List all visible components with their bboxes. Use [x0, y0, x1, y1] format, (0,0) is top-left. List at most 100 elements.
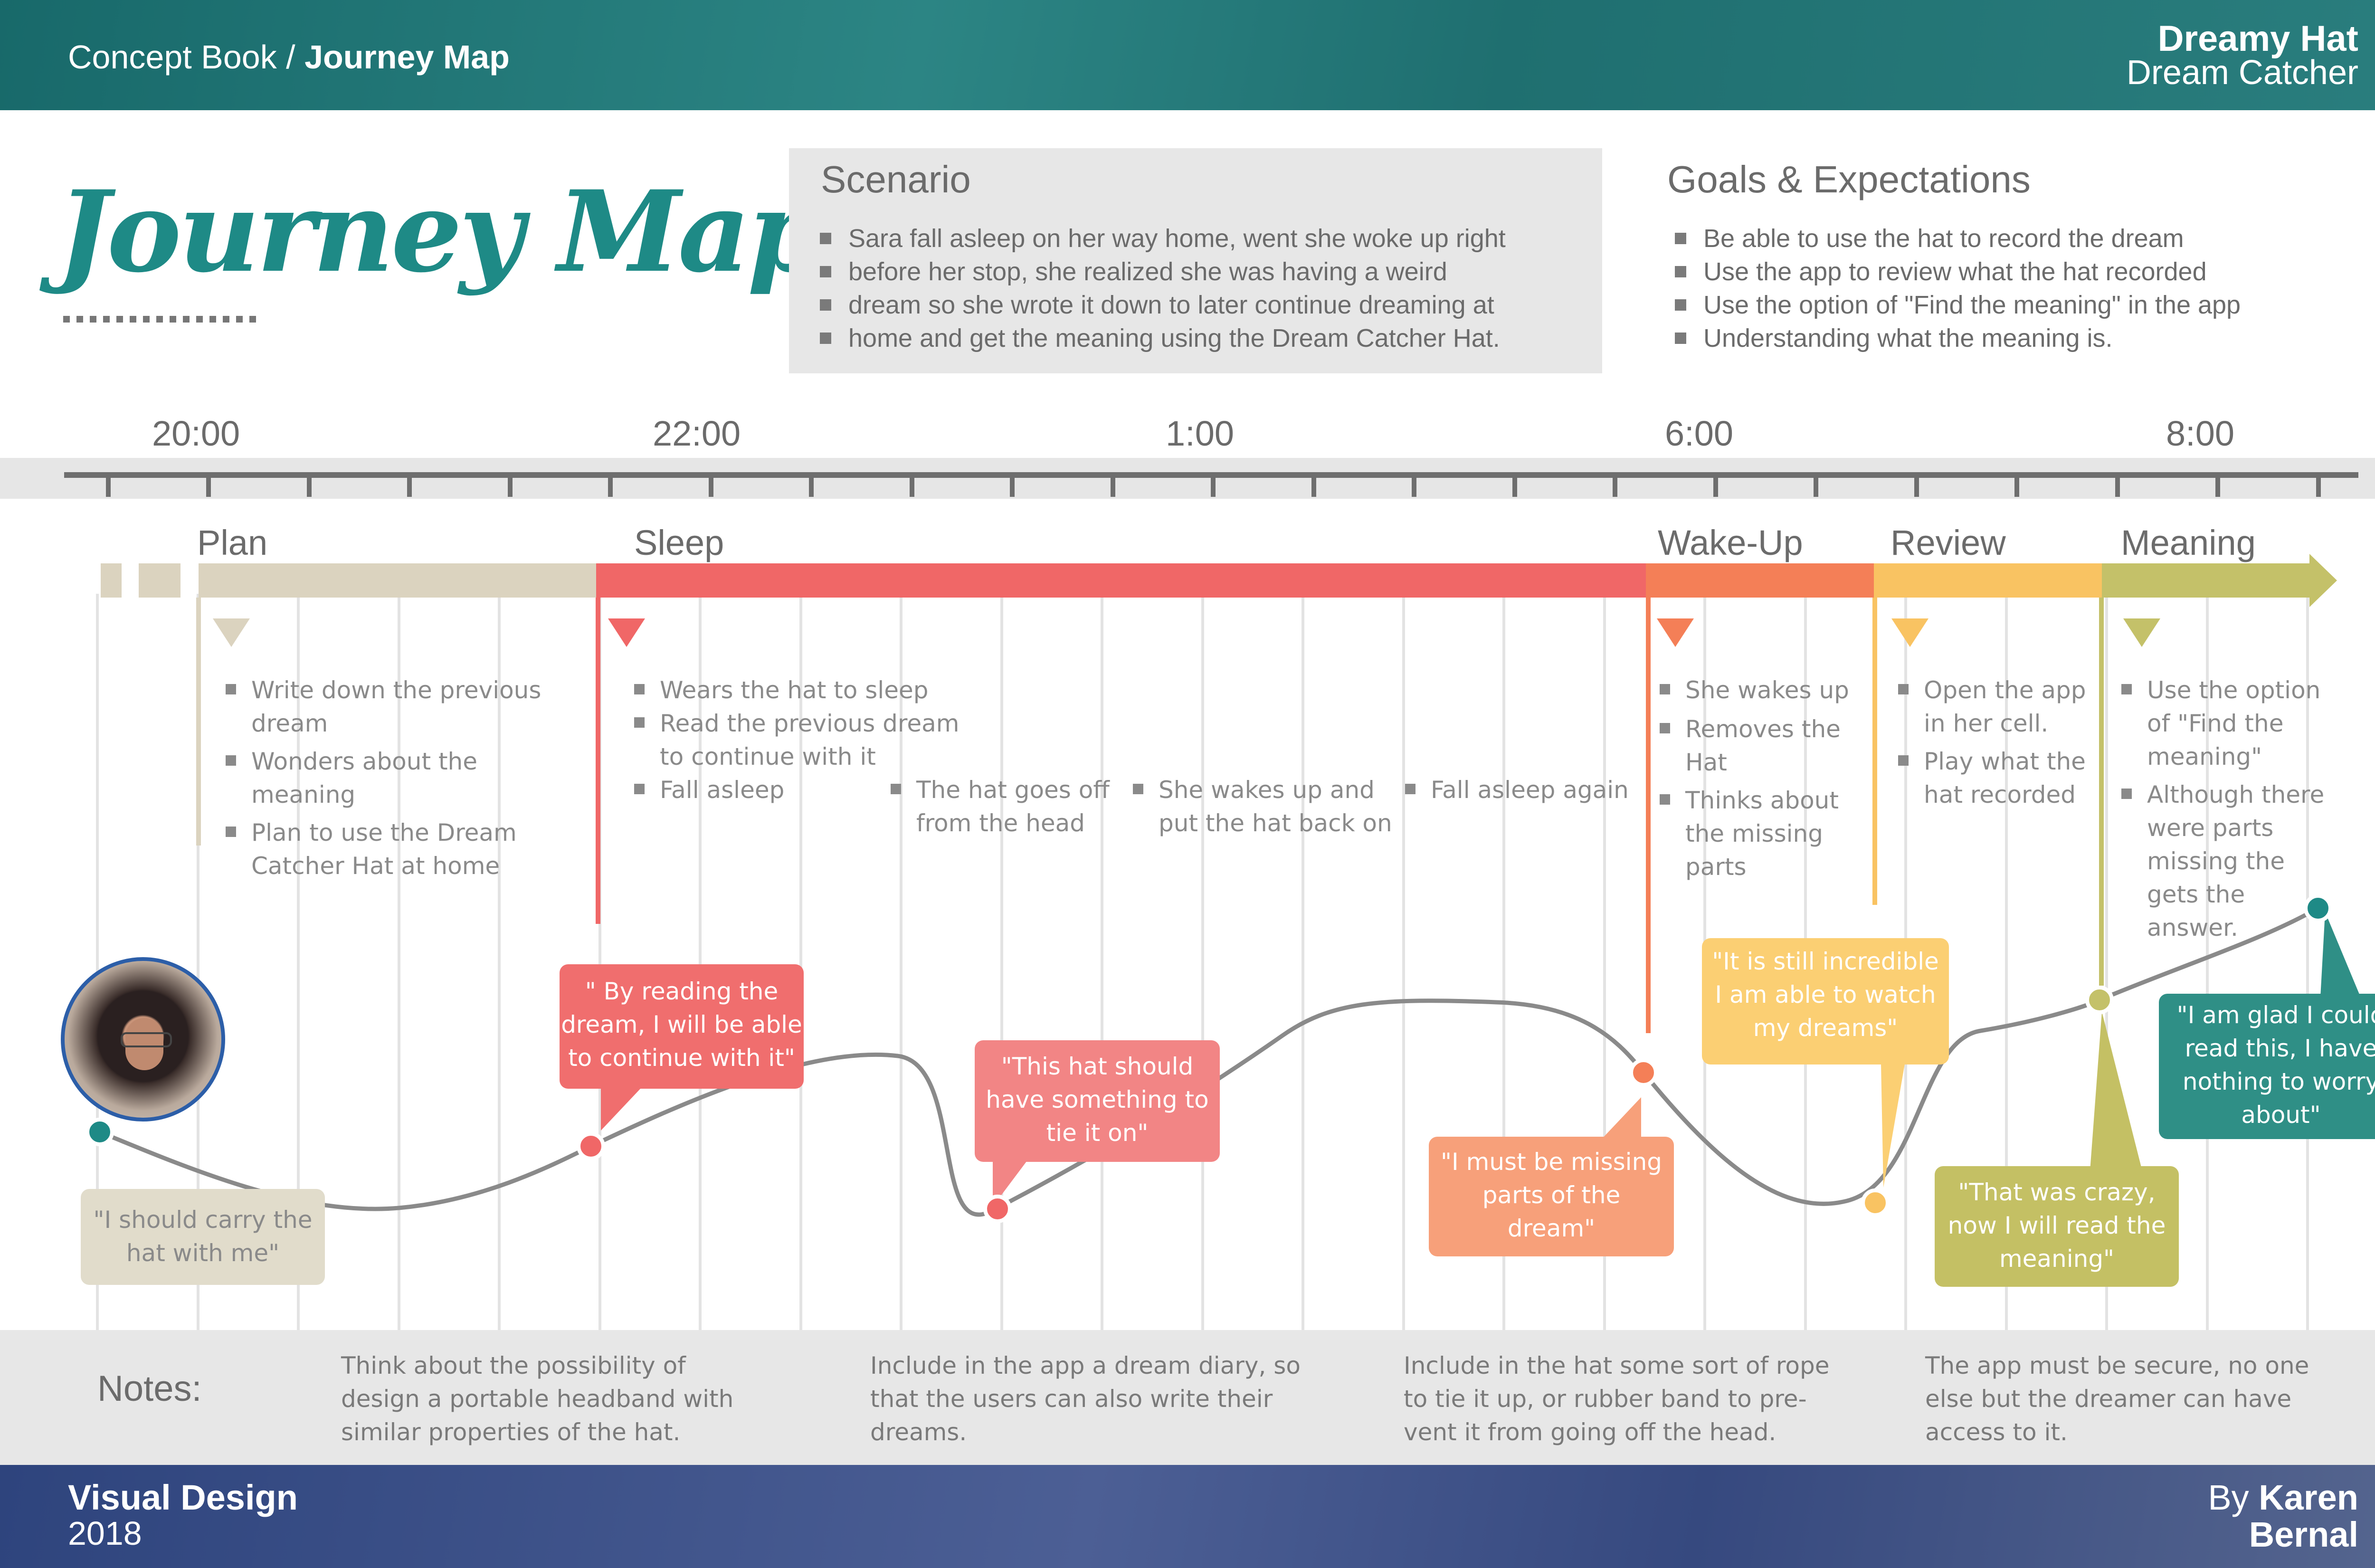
curve-point [2304, 894, 2332, 922]
avatar-glasses [121, 1032, 172, 1047]
brand-title: Dreamy Hat [2157, 19, 2358, 59]
action-item: Fall asleep again [1405, 773, 1629, 807]
note-item: Include in the app a dream diary, so that… [870, 1352, 1301, 1446]
action-item: Thinks about the missing parts [1660, 784, 1849, 884]
timeline-band [0, 458, 2375, 499]
actions-review: Open the app in her cell. Play what the ha… [1898, 674, 2086, 816]
actions-plan: Write down the previous dream Wonders abo… [226, 674, 541, 887]
title-underline-dots [63, 316, 258, 323]
phase-marker-meaning [2123, 618, 2160, 647]
notes-band [0, 1330, 2375, 1466]
footer-year: 2018 [68, 1515, 142, 1552]
footer-author: By Karen [2208, 1477, 2358, 1518]
goals-list: Be able to use the hat to record the dre… [1672, 222, 2241, 355]
goal-item: Use the app to review what the hat recor… [1672, 255, 2241, 288]
phase-marker-plan [213, 618, 250, 647]
curve-point [86, 1118, 114, 1146]
note-item: Include in the hat some sort of rope to t… [1404, 1352, 1830, 1446]
phase-marker-sleep [608, 618, 645, 647]
phase-bar-dash [139, 563, 180, 598]
footer-bar [0, 1465, 2375, 1568]
curve-point [1629, 1058, 1658, 1087]
curve-point [2085, 986, 2114, 1014]
scenario-line: dream so she wrote it down to later cont… [817, 288, 1506, 322]
bubble-tail [601, 1088, 641, 1131]
phase-bar-meaning [2102, 563, 2311, 598]
quote-bubble: "I am glad I could read this, I have nothi… [2159, 994, 2375, 1139]
note-item: The app must be secure, no one else but t… [1925, 1352, 2309, 1446]
quote-bubble: "It is still incredible I am able to watc… [1702, 938, 1949, 1064]
action-item: Read the previous dream to continue with … [634, 707, 959, 773]
notes-label: Notes: [97, 1368, 202, 1409]
bubble-tail [2320, 912, 2361, 998]
phase-bar-wakeup [1646, 563, 1875, 598]
emotion-curve [99, 906, 2319, 1217]
phase-name-plan: Plan [197, 523, 268, 562]
scenario-line: Sara fall asleep on her way home, went s… [817, 222, 1506, 255]
phase-bar-review [1874, 563, 2103, 598]
scenario-heading: Scenario [821, 158, 971, 200]
actions-wakeup: She wakes up Removes the Hat Thinks about… [1660, 674, 1849, 888]
quote-bubble: "I should carry the hat with me" [81, 1189, 325, 1285]
goal-item: Understanding what the meaning is. [1672, 322, 2241, 355]
actions-sleep-4: Fall asleep again [1405, 773, 1629, 811]
brand-subtitle: Dream Catcher [2126, 54, 2358, 92]
avatar-face [125, 1018, 163, 1070]
scenario-panel [789, 148, 1602, 373]
scenario-text: Sara fall asleep on her way home, went s… [817, 222, 1506, 355]
action-item: Wonders about the meaning [226, 745, 541, 811]
column-gridlines [96, 594, 2309, 1330]
phase-name-sleep: Sleep [634, 523, 724, 562]
action-item: Write down the previous dream [226, 674, 541, 740]
quote-bubble: "That was crazy, now I will read the meani… [1935, 1166, 2179, 1287]
action-item: The hat goes off from the head [891, 773, 1110, 840]
action-item: She wakes up [1660, 674, 1849, 707]
phase-name-meaning: Meaning [2121, 523, 2256, 562]
action-item: Fall asleep [634, 773, 959, 807]
breadcrumb-current: Journey Map [304, 38, 510, 76]
goal-item: Be able to use the hat to record the dre… [1672, 222, 2241, 255]
bubble-tail [2090, 1012, 2142, 1171]
phase-marker-review [1891, 618, 1928, 647]
action-item: Plan to use the Dream Catcher Hat at home [226, 816, 541, 883]
breadcrumb-prefix[interactable]: Concept Book / [68, 38, 295, 76]
action-item: Wears the hat to sleep [634, 674, 959, 707]
note-item: Think about the possibility of design a p… [341, 1352, 734, 1446]
curve-point [1861, 1188, 1890, 1217]
scenario-line: before her stop, she realized she was ha… [817, 255, 1506, 288]
avatar [61, 957, 225, 1121]
quote-bubble: "This hat should have something to tie it … [975, 1040, 1220, 1162]
curve-point [983, 1195, 1012, 1223]
actions-meaning: Use the option of "Find the meaning" Altho… [2121, 674, 2324, 949]
phase-bar-plan [199, 563, 598, 598]
bubble-tail [1881, 1064, 1905, 1188]
author-by: By [2208, 1478, 2249, 1517]
phase-bar-dash [101, 563, 122, 598]
action-item: Open the app in her cell. [1898, 674, 2086, 740]
phase-name-wakeup: Wake-Up [1658, 523, 1803, 562]
action-item: Play what the hat recorded [1898, 745, 2086, 811]
header-bar [0, 0, 2375, 110]
actions-sleep-3: She wakes up and put the hat back on [1133, 773, 1392, 845]
time-label: 6:00 [1665, 414, 1734, 453]
footer-course: Visual Design [68, 1478, 298, 1517]
bubble-tail [993, 1159, 1028, 1207]
goals-heading: Goals & Expectations [1667, 158, 2031, 200]
actions-sleep: Wears the hat to sleep Read the previous… [634, 674, 959, 811]
page-title: Journey Map [57, 166, 826, 297]
time-label: 8:00 [2166, 414, 2235, 453]
arrow-head [2309, 554, 2337, 607]
time-label: 22:00 [653, 414, 741, 453]
action-item: Removes the Hat [1660, 713, 1849, 779]
scenario-line: home and get the meaning using the Dream… [817, 322, 1506, 355]
curve-point [577, 1132, 605, 1160]
time-label: 1:00 [1166, 414, 1235, 453]
actions-sleep-2: The hat goes off from the head [891, 773, 1110, 845]
bubble-tail [1601, 1097, 1641, 1140]
goal-item: Use the option of "Find the meaning" in … [1672, 288, 2241, 322]
footer-author-last: Bernal [2249, 1515, 2358, 1554]
timeline-axis [64, 472, 2358, 497]
action-item: Use the option of "Find the meaning" [2121, 674, 2324, 773]
